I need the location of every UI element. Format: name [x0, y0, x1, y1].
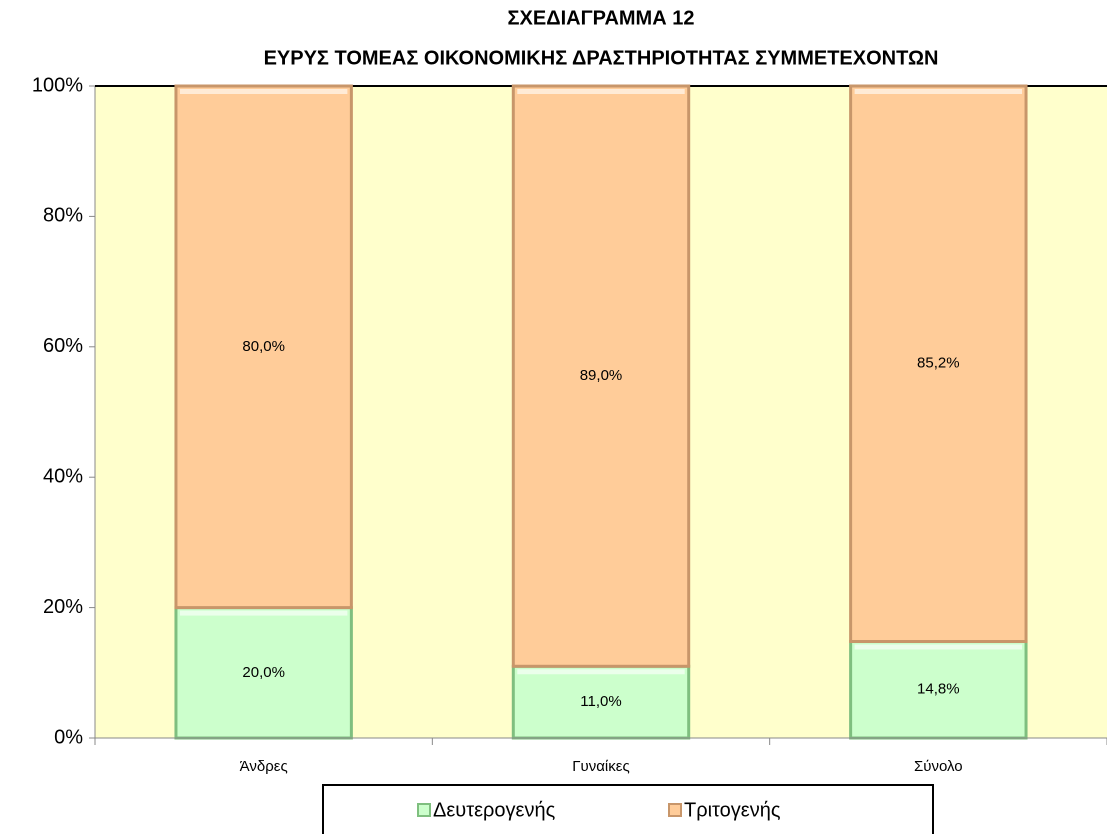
legend-marker: [417, 803, 431, 817]
legend-box: [322, 784, 934, 834]
data-label: 85,2%: [917, 355, 960, 372]
legend-label: Τριτογενής: [684, 799, 781, 821]
bar-highlight: [854, 644, 1023, 650]
x-tick-label: Άνδρες: [240, 758, 288, 775]
data-label: 20,0%: [242, 664, 285, 681]
data-label: 80,0%: [242, 338, 285, 355]
bar-highlight: [517, 89, 685, 94]
bar-segment: [174, 84, 353, 610]
data-label: 89,0%: [580, 367, 623, 384]
x-tick-label: Σύνολο: [914, 758, 963, 775]
bar-segment: [849, 640, 1028, 740]
bar-highlight: [854, 89, 1023, 94]
y-tick-label: 0%: [54, 726, 83, 748]
chart-title: ΣΧΕΔΙΑΓΡΑΜΜΑ 12: [508, 7, 695, 29]
legend-marker: [668, 803, 682, 817]
bar-segment: [511, 84, 691, 668]
bar-highlight: [517, 669, 685, 675]
y-tick-label: 60%: [43, 335, 83, 357]
y-tick-label: 20%: [43, 596, 83, 618]
y-tick-label: 40%: [43, 465, 83, 487]
bar-segment: [511, 664, 691, 740]
data-label: 11,0%: [580, 693, 621, 710]
chart-subtitle: ΕΥΡΥΣ ΤΟΜΕΑΣ ΟΙΚΟΝΟΜΙΚΗΣ ΔΡΑΣΤΗΡΙΟΤΗΤΑΣ …: [264, 47, 939, 69]
y-tick-label: 100%: [32, 74, 83, 96]
bar-highlight: [179, 89, 348, 94]
data-label: 14,8%: [917, 681, 960, 698]
x-tick-label: Γυναίκες: [572, 758, 629, 775]
bar-segment: [849, 84, 1028, 644]
bar-segment: [174, 606, 353, 740]
y-tick-label: 80%: [43, 205, 83, 227]
legend-label: Δευτερογενής: [433, 799, 556, 821]
bar-highlight: [179, 610, 348, 616]
